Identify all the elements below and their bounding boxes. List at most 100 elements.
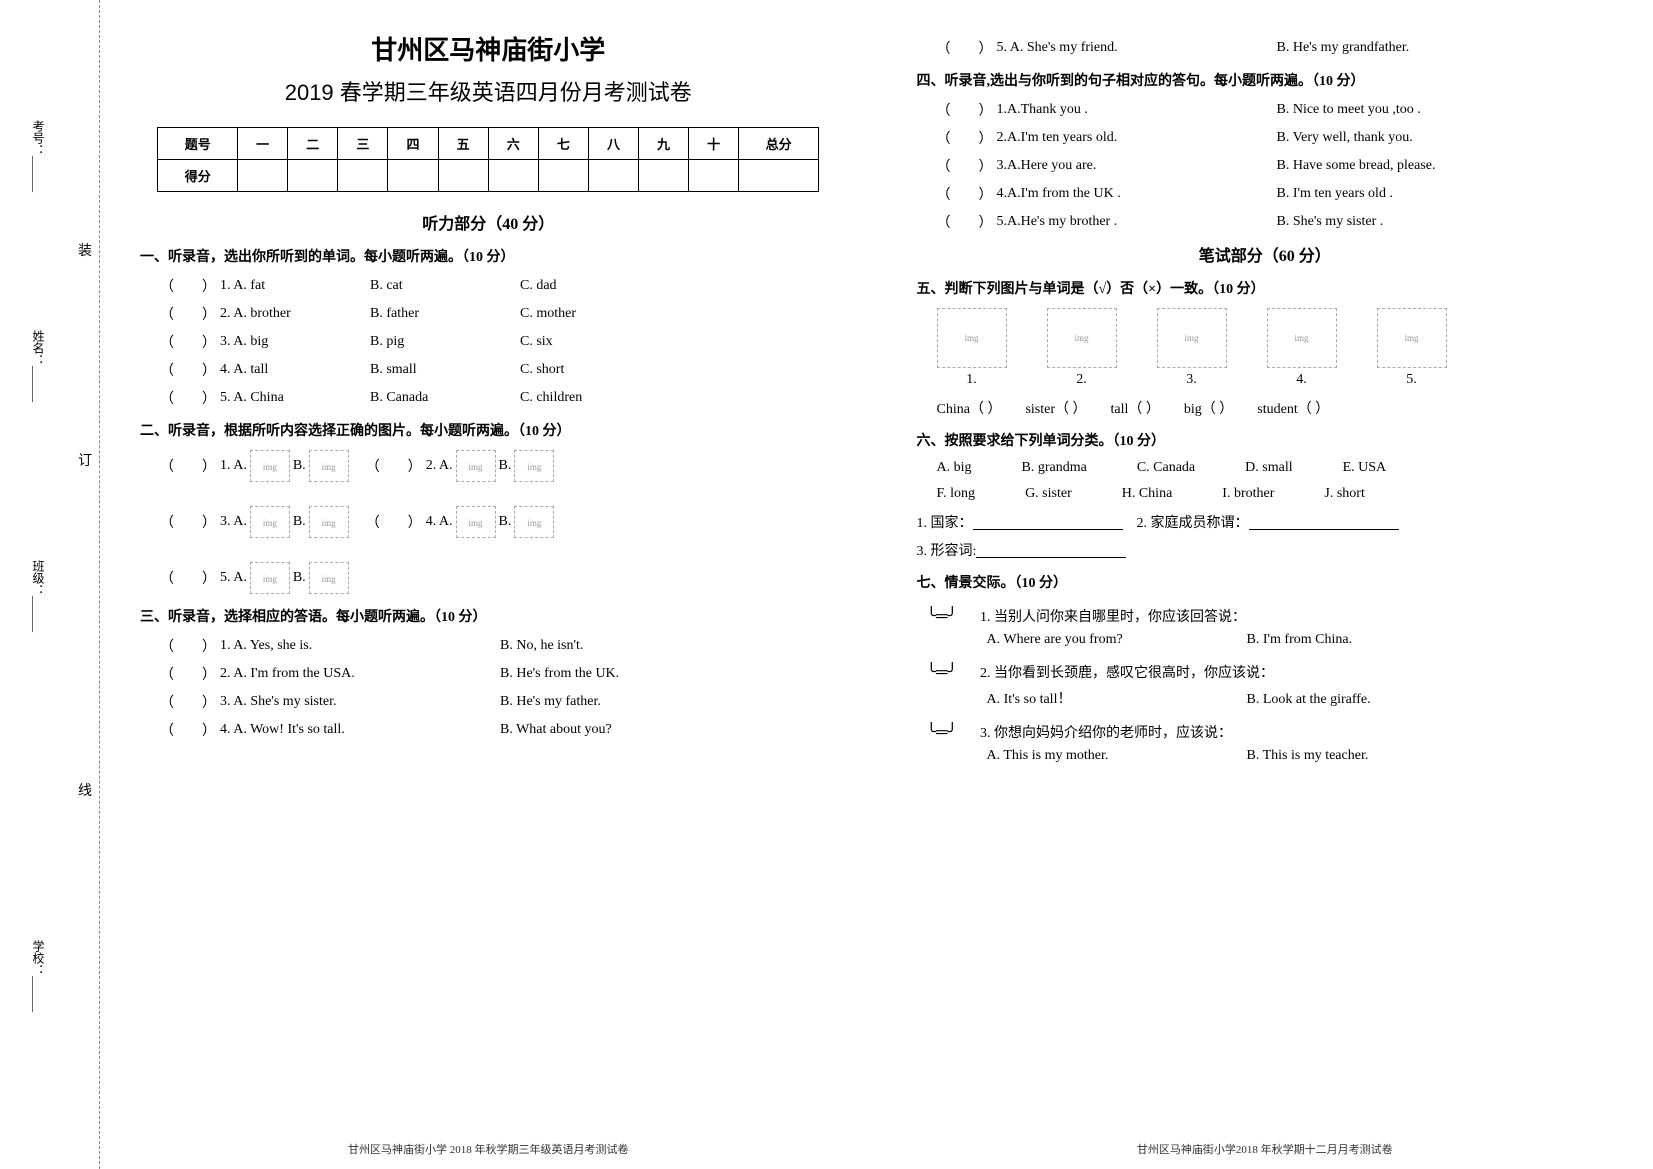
option-a: 2. A. I'm from the USA.	[220, 666, 500, 682]
part5-title: 五、判断下列图片与单词是（√）否（×）一致。（10 分）	[917, 278, 1614, 298]
option-a: 4.A.I'm from the UK .	[997, 186, 1277, 202]
bank-item: J. short	[1324, 486, 1364, 502]
picture-icon: img	[250, 450, 290, 482]
fill-line-row: 1. 国家： 2. 家庭成员称谓：	[917, 512, 1614, 532]
footer-left: 甘州区马神庙街小学 2018 年秋学期三年级英语月考测试卷	[100, 1141, 877, 1157]
table-row: 题号 一 二 三 四 五 六 七 八 九 十 总分	[158, 128, 819, 160]
bracket-icon: ╰═╯	[927, 722, 977, 742]
picture-icon: img	[1377, 308, 1447, 368]
option-b: B. I'm from China.	[1247, 632, 1353, 647]
score-col: 九	[639, 128, 689, 160]
score-col: 八	[588, 128, 638, 160]
paren-icon: （ ）	[160, 332, 216, 352]
list-item: （ ）2. A. brotherB. fatherC. mother	[160, 304, 837, 324]
list-item: ╰═╯ 2. 当你看到长颈鹿，感叹它很高时，你应该说： A. It's so t…	[927, 662, 1614, 708]
list-item: （ ）3. A. bigB. pigC. six	[160, 332, 837, 352]
bank-item: H. China	[1122, 486, 1173, 502]
option-a: A. Where are you from?	[987, 632, 1247, 648]
list-item: （ ）5.A.He's my brother .B. She's my sist…	[937, 212, 1614, 232]
list-item: （ ）3. A. She's my sister.B. He's my fath…	[160, 692, 837, 712]
image-item: img 1.	[937, 308, 1007, 388]
paren-icon: （ ）	[937, 156, 993, 176]
paren-icon: （ ）	[937, 100, 993, 120]
listening-section-title: 听力部分（40 分）	[140, 210, 837, 234]
score-table-header: 得分	[158, 160, 238, 192]
fill-blank	[973, 514, 1123, 530]
part6-title: 六、按照要求给下列单词分类。（10 分）	[917, 430, 1614, 450]
image-item: img 4.	[1267, 308, 1337, 388]
img-num: 4.	[1296, 372, 1307, 387]
option-a: 1. A. Yes, she is.	[220, 638, 500, 654]
options: A. It's so tall！B. Look at the giraffe.	[987, 688, 1614, 708]
list-item: （ ）5. A. She's my friend.B. He's my gran…	[937, 38, 1614, 58]
option-c: C. dad	[520, 278, 670, 294]
paren-icon: （ ）	[160, 304, 216, 324]
part6-bank-row2: F. long G. sister H. China I. brother J.…	[937, 486, 1614, 502]
option-b: B. father	[370, 306, 520, 322]
paren-icon: （ ）	[160, 512, 216, 532]
bank-item: B. grandma	[1022, 460, 1087, 476]
option-a: 5. A. China	[220, 390, 370, 406]
image-item: img3.	[1157, 308, 1227, 388]
fill-blank	[976, 542, 1126, 558]
option-b: B. Canada	[370, 390, 520, 406]
binding-label-class: 班级：______	[30, 560, 47, 632]
options: A. Where are you from?B. I'm from China.	[987, 632, 1614, 648]
word-item: big（ ）	[1184, 398, 1233, 418]
fill-label: 1. 国家：	[917, 512, 973, 532]
picture-icon: img	[250, 506, 290, 538]
fill-label: 3. 形容词:	[917, 540, 977, 560]
option-b: B. I'm ten years old .	[1277, 186, 1393, 202]
list-item: （ ）1. A.img B.img （ ）2. A.img B.img	[160, 450, 837, 482]
paren-icon: （ ）	[160, 360, 216, 380]
list-item: （ ）2.A.I'm ten years old.B. Very well, t…	[937, 128, 1614, 148]
option-b: B. pig	[370, 334, 520, 350]
binding-label-examno: 考号：______	[30, 120, 47, 192]
paren-icon: （ ）	[160, 388, 216, 408]
q-num: 5. A.	[220, 570, 247, 586]
img-num: 1.	[966, 372, 977, 387]
picture-icon: img	[1267, 308, 1337, 368]
img-num: 5.	[1406, 372, 1417, 387]
question-text: 2. 当你看到长颈鹿，感叹它很高时，你应该说：	[980, 662, 1607, 682]
option-a: 3. A. big	[220, 334, 370, 350]
list-item: （ ）4. A. Wow! It's so tall.B. What about…	[160, 720, 837, 740]
option-b: B. cat	[370, 278, 520, 294]
option-a: A. This is my mother.	[987, 748, 1247, 764]
part5-words: China（ ） sister（ ） tall（ ） big（ ） studen…	[937, 398, 1614, 418]
list-item: （ ）1. A. fatB. catC. dad	[160, 276, 837, 296]
score-cell	[438, 160, 488, 192]
score-table-header: 题号	[158, 128, 238, 160]
score-cell	[689, 160, 739, 192]
fill-blank	[1249, 514, 1399, 530]
list-item: （ ）3.A.Here you are.B. Have some bread, …	[937, 156, 1614, 176]
bank-item: A. big	[937, 460, 972, 476]
picture-icon: img	[937, 308, 1007, 368]
part1-title: 一、听录音，选出你所听到的单词。每小题听两遍。（10 分）	[140, 246, 837, 266]
score-cell	[588, 160, 638, 192]
score-col: 一	[238, 128, 288, 160]
part6-bank-row1: A. big B. grandma C. Canada D. small E. …	[937, 460, 1614, 476]
binding-label-school: 学校：______	[30, 940, 47, 1012]
fill-label: 2. 家庭成员称谓：	[1137, 512, 1249, 532]
paren-icon: （ ）	[160, 664, 216, 684]
paren-icon: （ ）	[937, 38, 993, 58]
bank-item: I. brother	[1222, 486, 1274, 502]
option-c: C. short	[520, 362, 670, 378]
paren-icon: （ ）	[160, 636, 216, 656]
binding-label-name: 姓名：______	[30, 330, 47, 402]
part7-title: 七、情景交际。（10 分）	[917, 572, 1614, 592]
paren-icon: （ ）	[160, 456, 216, 476]
option-a: 4. A. tall	[220, 362, 370, 378]
image-item: img2.	[1047, 308, 1117, 388]
list-item: （ ）1. A. Yes, she is.B. No, he isn't.	[160, 636, 837, 656]
option-c: C. children	[520, 390, 670, 406]
page-container: 考号：______ 姓名：______ 班级：______ 学校：______ …	[0, 0, 1653, 1169]
table-row: 得分	[158, 160, 819, 192]
part2-title: 二、听录音，根据所听内容选择正确的图片。每小题听两遍。（10 分）	[140, 420, 837, 440]
question-text: 3. 你想向妈妈介绍你的老师时，应该说：	[980, 722, 1607, 742]
paren-icon: （ ）	[160, 720, 216, 740]
bank-item: D. small	[1245, 460, 1292, 476]
footer-right: 甘州区马神庙街小学2018 年秋学期十二月月考测试卷	[877, 1141, 1653, 1157]
score-cell	[538, 160, 588, 192]
